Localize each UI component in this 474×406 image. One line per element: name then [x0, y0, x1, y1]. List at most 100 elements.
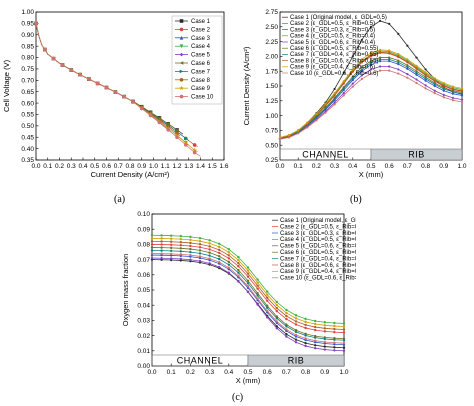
y-tick-label: 0.10: [137, 211, 150, 218]
data-point: [433, 79, 436, 82]
data-point: [304, 334, 307, 337]
x-axis-label: X (mm): [359, 170, 384, 179]
data-point: [342, 328, 346, 331]
data-point: [406, 65, 409, 69]
data-point: [150, 234, 154, 237]
data-point: [369, 60, 373, 63]
region-rib-band: [247, 354, 345, 367]
data-point: [189, 258, 192, 261]
data-point: [415, 70, 418, 73]
y-tick-label: 1.50: [265, 83, 278, 90]
legend-label: Case 3 (ε_GDL=0.3, ε_Rib=0.5): [290, 27, 375, 33]
y-axis-label: Cell Voltage (V): [2, 59, 11, 112]
x-tick-label: 0.0: [147, 369, 156, 376]
data-point: [460, 89, 464, 92]
legend-label: Case 3 (ε_GDL=0.3, ε_Rib=0.5): [280, 231, 356, 237]
data-point: [198, 255, 202, 258]
data-point: [237, 268, 240, 272]
data-point: [369, 54, 373, 57]
data-point: [170, 234, 173, 237]
data-point: [315, 112, 318, 115]
series-case-10: [150, 252, 346, 345]
chart-c: 0.0 0.1 0.2 0.3 0.4 0.5 0.6 0.7 0.8 0.9 1.0 0.00 0.0…: [121, 211, 356, 385]
data-point: [333, 338, 336, 341]
y-tick-label: 2.50: [265, 24, 278, 31]
x-tick-label: 0.3: [67, 163, 76, 170]
data-point: [122, 94, 126, 99]
y-tick-label: 0.45: [21, 134, 34, 141]
y-tick-label: 0.50: [265, 142, 278, 149]
data-point: [323, 340, 326, 344]
data-point: [150, 249, 154, 252]
data-point: [397, 68, 400, 71]
data-point: [397, 32, 400, 36]
data-point: [189, 238, 192, 242]
data-point: [415, 71, 418, 75]
x-tick-label: 0.2: [312, 163, 321, 170]
data-point: [208, 257, 211, 260]
data-point: [198, 259, 202, 263]
region-rib-band: [370, 148, 463, 161]
data-point: [342, 349, 346, 352]
data-point: [342, 94, 345, 97]
data-point: [208, 251, 211, 254]
legend-label: Case 1 (Original model, ε_GDL=0.5): [290, 15, 387, 21]
y-tick-label: 0.75: [265, 128, 278, 135]
data-point: [342, 80, 345, 83]
data-point: [278, 138, 282, 141]
data-point: [285, 311, 288, 315]
data-point: [160, 243, 163, 246]
data-point: [208, 239, 211, 242]
data-point: [218, 248, 221, 252]
y-tick-label: 0.75: [21, 66, 34, 73]
legend-label: Case 10 (ε_GDL=0.6, ε_Rib=0.6): [280, 276, 356, 282]
data-point: [189, 241, 192, 245]
data-point: [333, 330, 336, 334]
data-point: [160, 240, 163, 243]
data-point: [198, 243, 202, 246]
data-point: [170, 246, 173, 250]
x-tick-label: 1.0: [457, 163, 466, 170]
data-point: [451, 87, 454, 91]
data-point: [246, 272, 250, 275]
data-point: [388, 58, 391, 61]
chart-a: 0.0 0.1 0.2 0.3 0.4 0.5 0.6 0.7 0.8 0.9 1.0 1.1 1.2 1…: [2, 9, 229, 179]
legend-label: Case 10 (ε_GDL=0.6, ε_Rib=0.6): [290, 71, 378, 77]
data-point: [184, 143, 188, 147]
data-point: [351, 68, 354, 71]
x-tick-label: 0.7: [114, 163, 123, 170]
data-point: [294, 317, 298, 320]
data-point: [104, 85, 109, 90]
y-tick-label: 0.05: [137, 287, 150, 294]
data-point: [379, 60, 382, 63]
data-point: [333, 101, 336, 104]
data-point: [369, 63, 373, 66]
data-point: [342, 87, 345, 90]
y-tick-label: 0.35: [21, 157, 34, 164]
data-point: [397, 52, 400, 56]
x-tick-label: 0.4: [348, 163, 357, 170]
data-point: [351, 82, 354, 85]
data-point: [333, 349, 336, 352]
data-point: [294, 320, 298, 323]
data-point: [297, 132, 300, 135]
data-point: [179, 244, 182, 247]
region-label-channel: CHANNEL: [302, 150, 349, 160]
x-tick-label: 0.7: [403, 163, 412, 170]
data-point: [304, 317, 307, 321]
data-point: [294, 341, 298, 344]
data-point: [170, 237, 173, 240]
data-point: [160, 234, 163, 237]
data-point: [175, 128, 179, 132]
x-tick-label: 0.4: [224, 369, 233, 376]
y-tick-label: 0.25: [265, 157, 278, 164]
data-point: [342, 338, 346, 342]
data-point: [227, 271, 230, 274]
data-point: [433, 84, 436, 88]
data-point: [415, 78, 418, 81]
data-point: [397, 61, 400, 64]
data-point: [208, 262, 211, 265]
data-point: [256, 287, 259, 290]
data-point: [460, 100, 464, 104]
data-point: [323, 324, 326, 327]
